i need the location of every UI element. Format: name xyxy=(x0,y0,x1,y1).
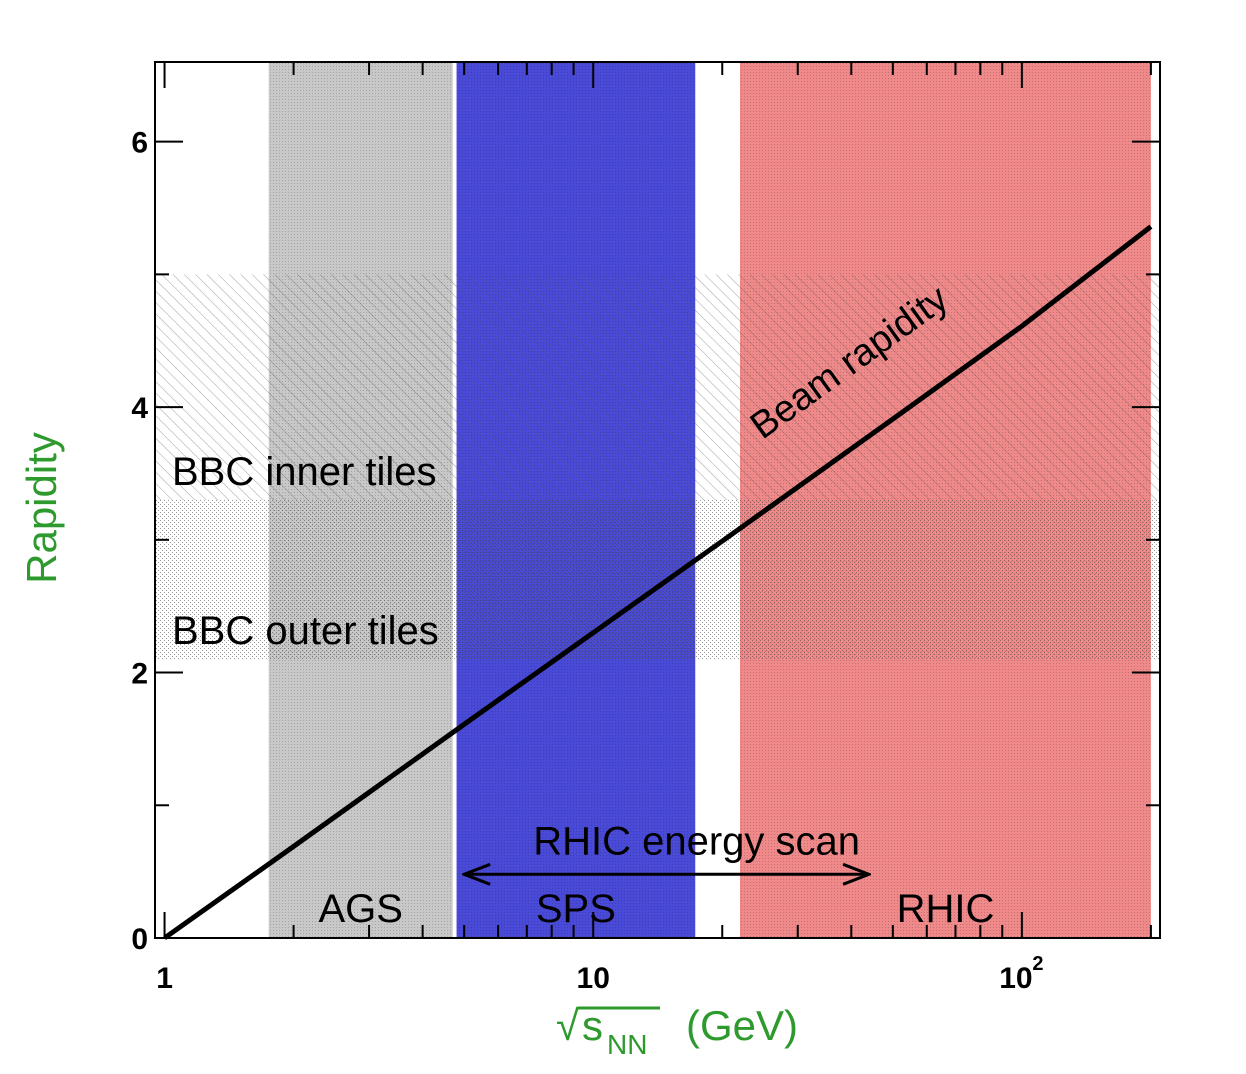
x-axis-units: (GeV) xyxy=(686,1002,798,1049)
bbc-inner-label: BBC inner tiles xyxy=(172,450,437,494)
plot-frame xyxy=(154,61,1161,939)
beam-rapidity-line xyxy=(163,224,1153,941)
energy-scan-label: RHIC energy scan xyxy=(533,819,860,863)
y-tick-label: 6 xyxy=(131,127,148,160)
x-tick-label: 1 xyxy=(156,962,173,995)
x-tick-label: 10 xyxy=(999,962,1032,995)
band-labels: BBC inner tiles BBC outer tiles xyxy=(172,450,439,653)
rhic-label: RHIC xyxy=(897,887,995,931)
y-tick-label: 0 xyxy=(131,923,148,956)
ags-label: AGS xyxy=(318,887,402,931)
x-tick-exponent: 2 xyxy=(1032,953,1043,975)
y-tick-label: 2 xyxy=(131,658,148,691)
y-tick-label: 4 xyxy=(131,392,148,425)
bbc-outer-label: BBC outer tiles xyxy=(172,609,439,653)
x-axis-title: √ s NN (GeV) xyxy=(556,1002,798,1060)
sps-label: SPS xyxy=(536,887,616,931)
sqrt-symbol: √ xyxy=(556,1002,580,1049)
x-axis-variable: s xyxy=(582,1002,603,1049)
bbc-outer-band xyxy=(155,500,1160,660)
bbc-inner-band xyxy=(155,274,1160,500)
region-labels: AGS SPS RHIC xyxy=(318,887,994,931)
detector-bands xyxy=(155,274,1160,660)
x-tick-label: 10 xyxy=(577,962,610,995)
axis-ticks xyxy=(155,62,1160,939)
y-axis-title: Rapidity xyxy=(18,432,65,584)
x-axis-subscript: NN xyxy=(607,1029,647,1060)
